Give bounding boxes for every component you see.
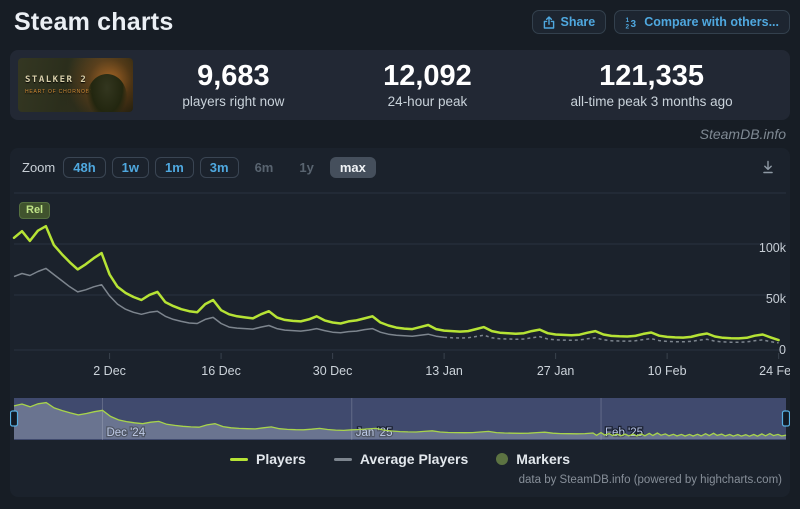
navigator-line <box>13 401 787 437</box>
x-axis-label: 2 Dec <box>93 364 126 378</box>
chart-legend: Players Average Players Markers <box>10 447 790 471</box>
x-axis-label: 13 Jan <box>425 364 463 378</box>
stat-label: players right now <box>182 94 285 110</box>
compare-button-label: Compare with others... <box>644 15 779 29</box>
range-button-1m[interactable]: 1m <box>154 157 194 178</box>
game-subtitle: HEART OF CHORNOBYL <box>25 89 98 95</box>
x-axis-label: 10 Feb <box>648 364 687 378</box>
chart-card: Zoom 48h 1w 1m 3m 6m 1y max Rel 0 50k 100k… <box>10 148 790 497</box>
svg-text:3: 3 <box>631 19 637 29</box>
range-button-1w[interactable]: 1w <box>111 157 149 178</box>
zoom-label: Zoom <box>22 160 56 175</box>
players-line <box>12 224 780 342</box>
x-axis-label: 16 Dec <box>201 364 241 378</box>
game-capsule-image[interactable]: STALKER 2 HEART OF CHORNOBYL <box>18 58 133 112</box>
average-players-line <box>13 267 445 339</box>
stat-all-time-peak: 121,335 all-time peak 3 months ago <box>570 59 733 110</box>
steamdb-watermark-link[interactable]: SteamDB.info <box>699 126 786 142</box>
legend-item-average-players[interactable]: Average Players <box>333 451 469 467</box>
share-button[interactable]: Share <box>531 10 607 34</box>
legend-label: Average Players <box>359 451 469 467</box>
svg-text:2: 2 <box>626 23 630 29</box>
svg-text:1: 1 <box>626 17 630 24</box>
stat-players-right-now: 9,683 players right now <box>182 59 285 110</box>
stat-value: 12,092 <box>383 59 472 92</box>
stat-24-hour-peak: 12,092 24-hour peak <box>383 59 472 110</box>
y-axis-label: 50k <box>766 292 787 306</box>
release-flag[interactable]: Rel <box>19 202 51 219</box>
navigator-area <box>14 402 786 439</box>
x-axis-label: 24 Feb <box>759 364 790 378</box>
navigator-month-label: Feb '25 <box>605 427 643 439</box>
share-icon <box>543 15 555 29</box>
navigator-right-handle[interactable] <box>781 410 790 427</box>
legend-label: Players <box>256 451 306 467</box>
average-line-swatch <box>333 457 352 461</box>
game-name: STALKER 2 <box>25 75 88 85</box>
y-axis-label: 0 <box>779 343 786 357</box>
range-button-6m: 6m <box>245 157 284 178</box>
download-chart-icon[interactable] <box>760 160 776 180</box>
legend-item-markers[interactable]: Markers <box>496 451 570 467</box>
range-button-48h[interactable]: 48h <box>63 157 106 178</box>
chart-credit[interactable]: data by SteamDB.info (powered by highcha… <box>518 474 782 486</box>
share-button-label: Share <box>560 15 596 29</box>
navigator-month-label: Dec '24 <box>106 427 145 439</box>
stat-value: 121,335 <box>599 59 704 92</box>
range-button-max[interactable]: max <box>329 157 376 178</box>
player-count-chart: 0 50k 100k 2 Dec 16 Dec 30 Dec 13 Jan 27 Jan 10 … <box>10 192 790 440</box>
y-axis-label: 100k <box>759 241 787 255</box>
legend-label: Markers <box>516 451 570 467</box>
legend-item-players[interactable]: Players <box>230 451 306 467</box>
players-line-swatch <box>230 457 248 461</box>
average-players-line-dashed <box>444 334 779 344</box>
x-axis-label: 30 Dec <box>313 364 353 378</box>
stats-row: 9,683 players right now 12,092 24-hour p… <box>133 59 782 110</box>
stat-label: 24-hour peak <box>387 94 468 110</box>
range-button-1y: 1y <box>289 157 323 178</box>
range-button-3m[interactable]: 3m <box>199 157 239 178</box>
stat-label: all-time peak 3 months ago <box>570 94 733 110</box>
stats-card: STALKER 2 HEART OF CHORNOBYL 9,683 playe… <box>10 50 790 120</box>
x-axis-label: 27 Jan <box>537 364 575 378</box>
page-title: Steam charts <box>14 8 174 36</box>
navigator-left-handle[interactable] <box>10 410 19 427</box>
markers-circle-swatch <box>496 453 509 465</box>
zoom-toolbar: Zoom 48h 1w 1m 3m 6m 1y max <box>22 157 376 178</box>
stat-value: 9,683 <box>197 59 270 92</box>
